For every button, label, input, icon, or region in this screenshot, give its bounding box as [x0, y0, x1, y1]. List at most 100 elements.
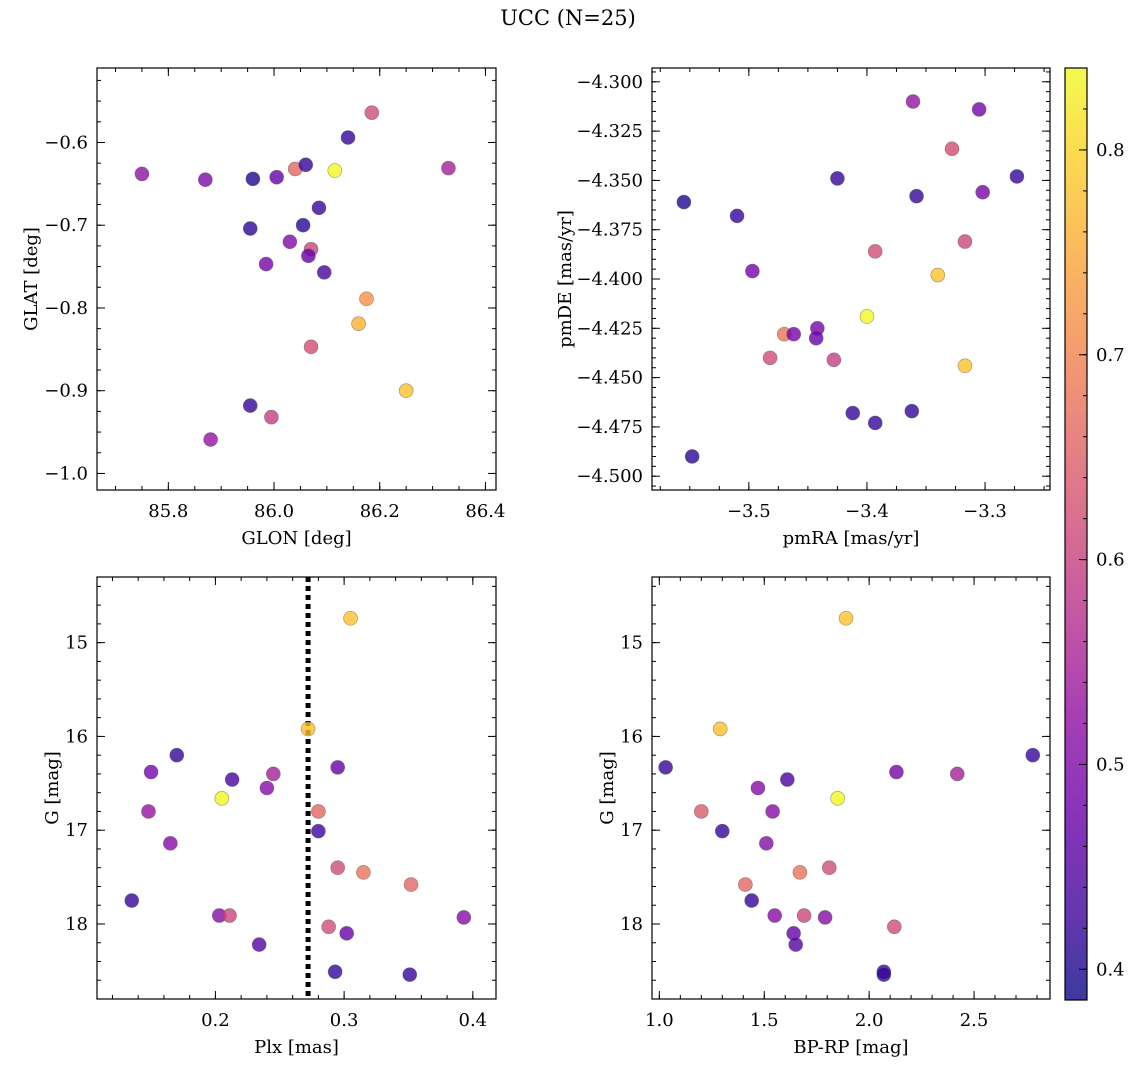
lonlat-data-point	[203, 432, 218, 447]
pm-y-tick-label: −4.500	[576, 466, 643, 487]
pm-y-tick-label: −4.475	[576, 417, 643, 438]
plx-data-point	[321, 919, 336, 935]
cmd-data-point	[750, 780, 766, 796]
plx-data-point	[143, 764, 159, 780]
lonlat-y-tick-label: −0.6	[44, 132, 88, 153]
lonlat-points	[134, 105, 456, 447]
cmd-data-point	[821, 860, 837, 876]
plx-data-point	[169, 747, 185, 763]
cmd-data-point	[949, 766, 965, 782]
cmd-y-tick-label: 15	[620, 633, 643, 654]
cmd-y-tick-label: 18	[620, 914, 643, 935]
plx-data-point	[300, 721, 316, 737]
pm-data-point	[867, 415, 883, 431]
pm-y-tick-label: −4.400	[576, 269, 643, 290]
cmd-ticks	[652, 577, 1050, 1000]
lonlat-ticks	[97, 68, 496, 490]
pm-data-point	[684, 449, 700, 464]
cmd-y-axis-label: G [mag]	[597, 751, 618, 824]
pm-y-tick-label: −4.350	[576, 170, 643, 191]
colorbar: 0.4 0.5 0.6 0.7 0.8	[1064, 67, 1125, 1001]
plx-data-point	[456, 910, 472, 925]
pm-y-tick-label: −4.425	[576, 318, 643, 339]
pm-data-point	[867, 244, 883, 259]
plx-data-point	[330, 860, 345, 876]
colorbar-tick-label: 0.8	[1096, 140, 1125, 161]
lonlat-data-point	[316, 265, 332, 280]
cmd-x-tick-label: 1.5	[750, 1010, 779, 1031]
plx-data-point	[343, 610, 358, 626]
cmd-data-point	[712, 721, 728, 737]
lonlat-x-tick-label: 85.8	[148, 501, 188, 522]
pm-data-point	[957, 234, 973, 249]
lonlat-data-point	[441, 160, 456, 176]
pm-y-tick-label: −4.300	[576, 72, 643, 93]
plx-points	[124, 610, 472, 982]
plx-y-tick-label: 16	[65, 726, 88, 747]
lonlat-data-point	[245, 171, 261, 187]
cmd-data-point	[1025, 747, 1041, 763]
plx-data-point	[330, 760, 345, 775]
pm-data-point	[944, 141, 960, 157]
lonlat-frame	[96, 67, 497, 491]
pm-data-point	[859, 309, 875, 324]
pm-data-point	[971, 102, 987, 117]
pm-data-point	[905, 94, 921, 109]
cmd-y-tick-label: 17	[620, 820, 643, 841]
lonlat-data-point	[198, 172, 213, 188]
pm-x-tick-label: −3.3	[963, 501, 1007, 522]
plx-x-tick-label: 0.4	[459, 1010, 488, 1031]
plx-frame	[96, 576, 497, 1000]
cmd-data-point	[738, 877, 753, 892]
colorbar-gradient	[1064, 67, 1088, 1001]
plx-x-tick-label: 0.3	[330, 1010, 359, 1031]
plx-data-point	[163, 836, 178, 851]
lonlat-data-point	[364, 105, 380, 120]
pm-data-point	[909, 188, 924, 204]
cmd-data-point	[767, 908, 783, 923]
pm-x-tick-label: −3.4	[845, 501, 889, 522]
colorbar-tick-label: 0.7	[1096, 345, 1125, 366]
panel-glon-glat: 85.8 86.0 86.2 86.4 −1.0 −0.9 −0.8 −0.7 −0.6 GLON…	[21, 67, 505, 549]
plx-data-point	[339, 926, 354, 941]
plx-y-tick-label: 17	[65, 820, 88, 841]
cmd-data-point	[759, 836, 774, 851]
lonlat-data-point	[282, 234, 298, 250]
lonlat-data-point	[269, 169, 284, 185]
pm-y-tick-label: −4.325	[576, 121, 643, 142]
lonlat-data-point	[398, 383, 414, 399]
cmd-data-point	[838, 610, 854, 626]
lonlat-data-point	[340, 130, 356, 145]
lonlat-x-axis-label: GLON [deg]	[241, 528, 351, 549]
pm-data-point	[975, 184, 990, 200]
pm-data-point	[808, 330, 824, 346]
panel-color-magnitude: 1.0 1.5 2.0 2.5 15 16 17 18 BP-RP [mag] G [mag]	[597, 576, 1051, 1058]
cmd-data-point	[658, 760, 673, 775]
cmd-data-point	[796, 908, 812, 923]
pm-data-point	[729, 208, 745, 224]
plx-data-point	[141, 804, 156, 819]
pm-data-point	[745, 263, 760, 279]
cmd-data-point	[744, 893, 759, 908]
cmd-data-point	[876, 967, 892, 982]
lonlat-y-tick-label: −0.7	[44, 215, 88, 236]
lonlat-data-point	[264, 409, 279, 425]
plx-x-tick-label: 0.2	[201, 1010, 230, 1031]
lonlat-x-tick-label: 86.2	[360, 501, 400, 522]
plx-y-axis-label: G [mag]	[42, 751, 63, 824]
cmd-data-point	[792, 865, 808, 880]
cmd-frame	[651, 576, 1051, 1000]
lonlat-y-tick-label: −1.0	[44, 463, 88, 484]
lonlat-y-tick-label: −0.8	[44, 298, 88, 319]
cmd-x-tick-label: 2.0	[855, 1010, 884, 1031]
lonlat-x-tick-label: 86.4	[465, 501, 505, 522]
plx-data-point	[222, 908, 237, 923]
lonlat-data-point	[258, 256, 274, 272]
lonlat-x-tick-label: 86.0	[254, 501, 294, 522]
pm-data-point	[786, 326, 802, 342]
pm-x-axis-label: pmRA [mas/yr]	[783, 528, 920, 549]
plx-y-tick-label: 15	[65, 633, 88, 654]
cmd-x-tick-label: 1.0	[645, 1010, 674, 1031]
pm-data-point	[676, 194, 692, 210]
